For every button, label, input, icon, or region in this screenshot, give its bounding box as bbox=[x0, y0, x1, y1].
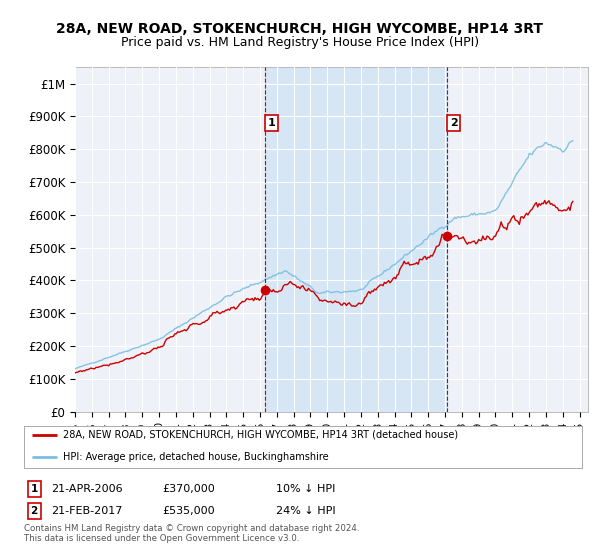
Text: 24% ↓ HPI: 24% ↓ HPI bbox=[276, 506, 335, 516]
Text: This data is licensed under the Open Government Licence v3.0.: This data is licensed under the Open Gov… bbox=[24, 534, 299, 543]
Text: 2: 2 bbox=[450, 118, 457, 128]
Text: 1: 1 bbox=[268, 118, 275, 128]
Text: 28A, NEW ROAD, STOKENCHURCH, HIGH WYCOMBE, HP14 3RT (detached house): 28A, NEW ROAD, STOKENCHURCH, HIGH WYCOMB… bbox=[63, 430, 458, 440]
Text: 2: 2 bbox=[31, 506, 38, 516]
Text: 1: 1 bbox=[31, 484, 38, 494]
Text: 10% ↓ HPI: 10% ↓ HPI bbox=[276, 484, 335, 494]
Text: HPI: Average price, detached house, Buckinghamshire: HPI: Average price, detached house, Buck… bbox=[63, 452, 329, 462]
Text: 21-FEB-2017: 21-FEB-2017 bbox=[51, 506, 122, 516]
Bar bbox=[265, 67, 447, 412]
Text: 28A, NEW ROAD, STOKENCHURCH, HIGH WYCOMBE, HP14 3RT: 28A, NEW ROAD, STOKENCHURCH, HIGH WYCOMB… bbox=[56, 22, 544, 36]
Text: 21-APR-2006: 21-APR-2006 bbox=[51, 484, 122, 494]
Text: £535,000: £535,000 bbox=[162, 506, 215, 516]
Text: £370,000: £370,000 bbox=[162, 484, 215, 494]
Text: Contains HM Land Registry data © Crown copyright and database right 2024.: Contains HM Land Registry data © Crown c… bbox=[24, 524, 359, 533]
Text: Price paid vs. HM Land Registry's House Price Index (HPI): Price paid vs. HM Land Registry's House … bbox=[121, 36, 479, 49]
